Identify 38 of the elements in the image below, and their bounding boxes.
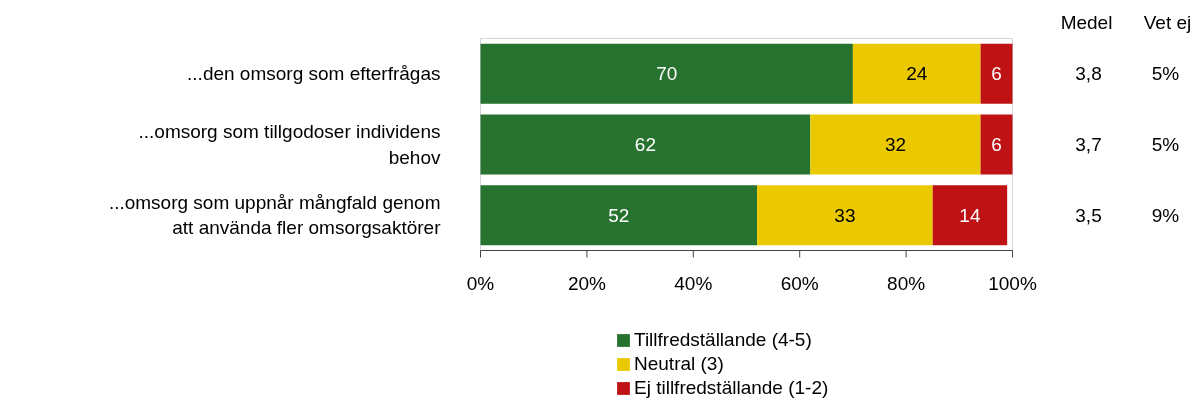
text: 3,8 <box>1075 63 1102 85</box>
bar <box>757 185 933 246</box>
x-tick-label: 40% <box>674 273 713 294</box>
data-label: 14 <box>959 204 981 226</box>
legend-label: Ej tillfredställande (1-2) <box>634 377 829 399</box>
text: 9% <box>1151 204 1180 226</box>
bar <box>980 114 1013 175</box>
data-label: 70 <box>656 63 678 85</box>
bar <box>980 43 1013 104</box>
text: Vet ej <box>1143 12 1192 33</box>
data-label: 32 <box>884 134 907 155</box>
bar <box>480 114 811 175</box>
legend-label: Tillfredställande (4-5) <box>634 329 812 351</box>
x-tick-label: 80% <box>887 273 926 294</box>
bar <box>480 43 853 104</box>
bar <box>810 114 981 175</box>
data-label: 33 <box>834 204 856 226</box>
bar <box>932 185 1008 246</box>
x-tick-label: 100% <box>988 273 1037 294</box>
data-label: 6 <box>991 134 1002 155</box>
x-tick-label: 0% <box>466 273 495 294</box>
data-label: 24 <box>906 63 928 85</box>
data-label: 52 <box>608 204 630 226</box>
text: 5% <box>1151 134 1180 155</box>
x-tick-label: 20% <box>567 273 607 294</box>
data-label: 62 <box>634 134 656 155</box>
x-tick-label: 60% <box>780 273 819 294</box>
y-tick-label: ...omsorg som uppnår mångfald genom att använda fler omsorgsaktörer <box>108 192 442 239</box>
text: Medel <box>1060 12 1113 33</box>
y-tick-label: ...omsorg som tillgodoser individens behov <box>138 121 441 168</box>
text: 3,5 <box>1075 204 1102 226</box>
bar <box>480 185 758 246</box>
bar <box>852 43 981 104</box>
y-tick-label: ...den omsorg som efterfrågas <box>187 63 441 85</box>
text: 3,7 <box>1075 134 1102 155</box>
legend-label: Neutral (3) <box>634 353 724 375</box>
data-label: 6 <box>991 63 1002 85</box>
text: 5% <box>1151 63 1180 85</box>
